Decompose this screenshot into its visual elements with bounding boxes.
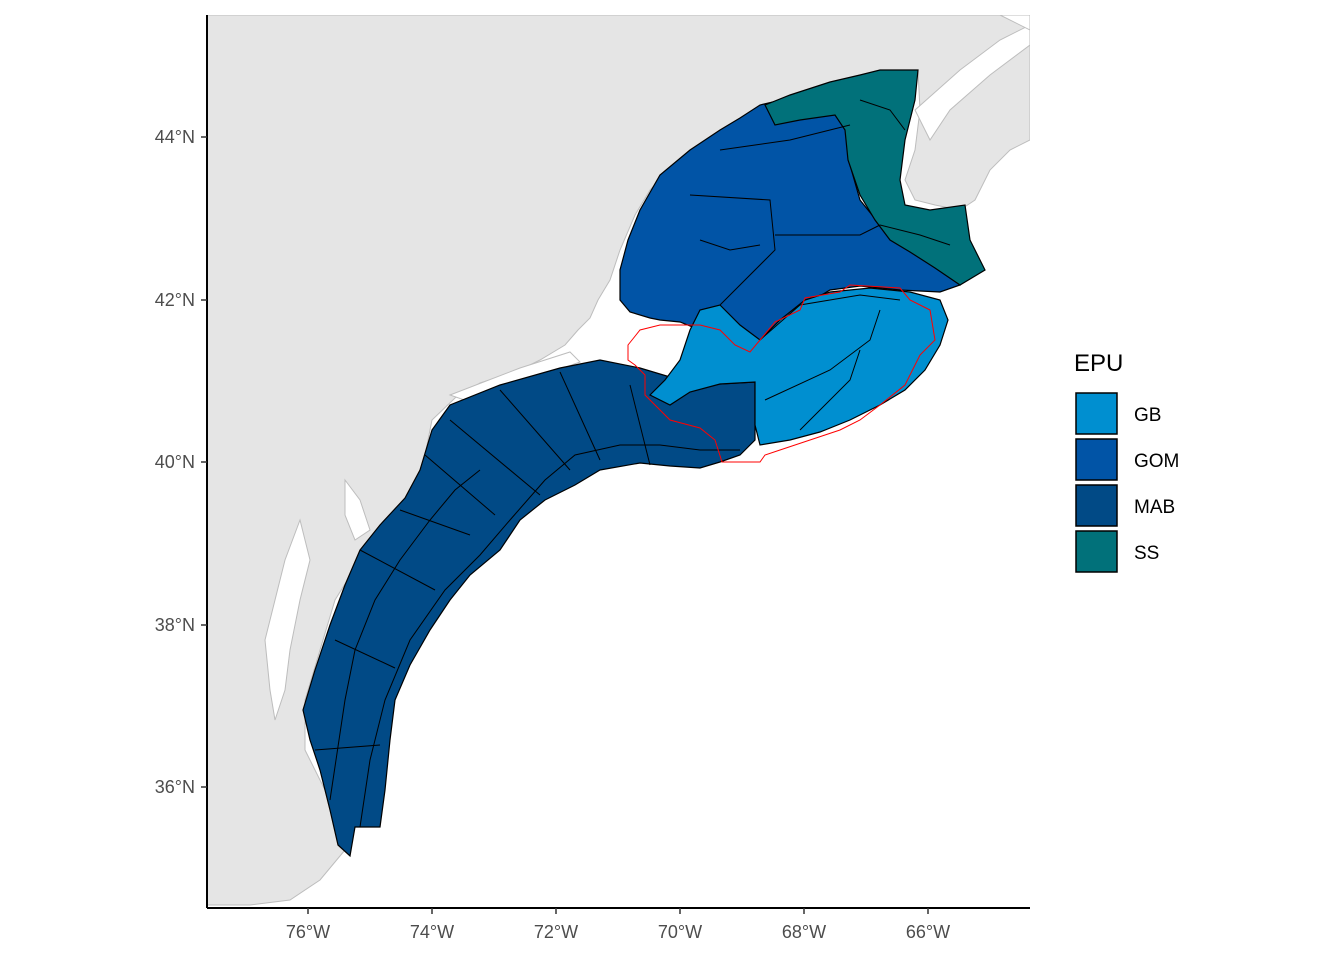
legend-swatch-gom <box>1075 438 1118 481</box>
y-tick-label: 44°N <box>155 127 195 147</box>
y-axis-ticks: 44°N 42°N 40°N 38°N 36°N <box>155 127 207 797</box>
legend-label-mab: MAB <box>1134 497 1175 518</box>
delaware-bay <box>344 478 371 541</box>
epu-ss <box>764 69 986 286</box>
bay-of-fundy <box>914 24 1030 141</box>
map-panel <box>207 15 1030 906</box>
y-tick-label: 42°N <box>155 290 195 310</box>
epu-gb <box>648 287 949 446</box>
x-tick-label: 76°W <box>286 922 330 942</box>
legend-label-gb: GB <box>1134 405 1161 426</box>
chesapeake-bay <box>264 518 311 721</box>
legend-label-ss: SS <box>1134 543 1159 564</box>
y-tick-label: 38°N <box>155 615 195 635</box>
x-tick-label: 70°W <box>658 922 702 942</box>
legend-swatch-ss <box>1075 530 1118 573</box>
legend-label-gom: GOM <box>1134 451 1179 472</box>
x-tick-label: 68°W <box>782 922 826 942</box>
legend-title: EPU <box>1074 350 1123 377</box>
x-tick-label: 74°W <box>410 922 454 942</box>
strata-lines <box>314 99 951 828</box>
gulf-of-st-lawrence <box>999 15 1030 31</box>
y-tick-label: 40°N <box>155 452 195 472</box>
legend-swatch-gb <box>1075 392 1118 435</box>
x-tick-label: 66°W <box>906 922 950 942</box>
land-mass <box>207 15 1030 906</box>
y-tick-label: 36°N <box>155 777 195 797</box>
legend-swatch-mab <box>1075 484 1118 527</box>
x-axis-ticks: 76°W 74°W 72°W 70°W 68°W 66°W <box>286 908 950 942</box>
legend: EPU GB GOM MAB SS <box>1074 350 1179 573</box>
survey-outline <box>627 284 936 463</box>
x-tick-label: 72°W <box>534 922 578 942</box>
epu-mab <box>302 359 756 858</box>
